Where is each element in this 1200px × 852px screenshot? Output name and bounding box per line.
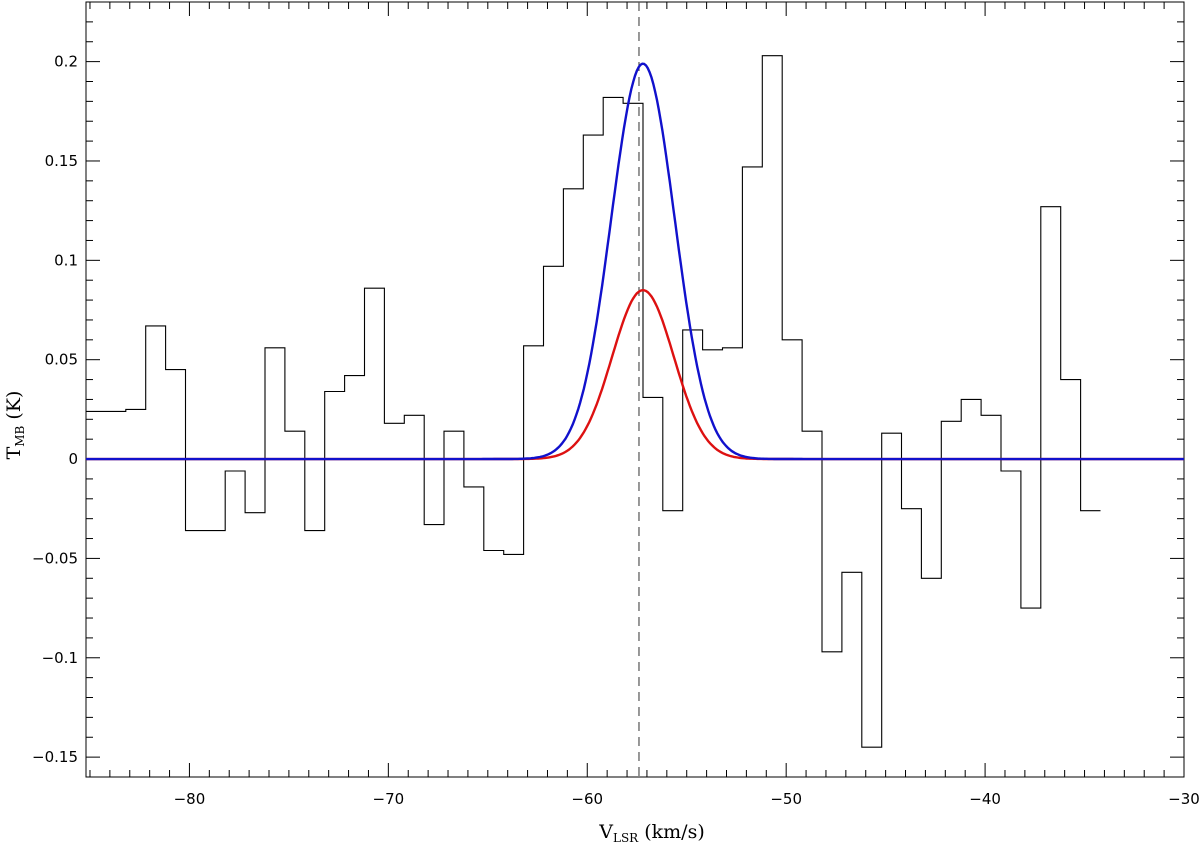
x-tick-label: −40 — [969, 790, 1001, 808]
y-tick-label: −0.05 — [32, 549, 78, 567]
y-axis-title: TMB (K) — [3, 391, 27, 460]
x-axis-title-main: V — [598, 821, 613, 843]
y-tick-label: 0 — [68, 450, 78, 468]
x-axis-title: VLSR (km/s) — [598, 821, 705, 845]
spectrum-histogram-line — [86, 55, 1101, 748]
x-tick-label: −60 — [571, 790, 603, 808]
y-tick-label: −0.15 — [32, 748, 78, 766]
y-tick-label: 0.2 — [54, 53, 78, 71]
x-tick-label: −80 — [174, 790, 206, 808]
x-tick-label: −50 — [770, 790, 802, 808]
y-tick-label: 0.05 — [45, 351, 78, 369]
x-axis-title-sub: LSR — [613, 831, 639, 845]
y-tick-label: 0.1 — [54, 251, 78, 269]
gaussian-fit-line — [86, 62, 1184, 461]
x-axis-title-unit: (km/s) — [638, 821, 705, 843]
y-tick-label: 0.15 — [45, 152, 78, 170]
y-axis-title-main: T — [3, 446, 25, 459]
axis-ticks — [86, 1, 1184, 778]
x-tick-label: −70 — [373, 790, 405, 808]
plot-frame — [85, 1, 1185, 778]
data-series — [86, 55, 1184, 748]
x-tick-label: −30 — [1168, 790, 1200, 808]
gaussian-fit-line — [86, 288, 1184, 461]
y-tick-label: −0.1 — [42, 649, 78, 667]
tick-labels: −80 −70 −60 −50 −40 −30 −0.15 −0.1 −0.05 0 0.05 0.1… — [32, 53, 1200, 808]
y-axis-title-unit: (K) — [3, 391, 25, 426]
y-axis-title-sub: MB — [13, 425, 27, 446]
